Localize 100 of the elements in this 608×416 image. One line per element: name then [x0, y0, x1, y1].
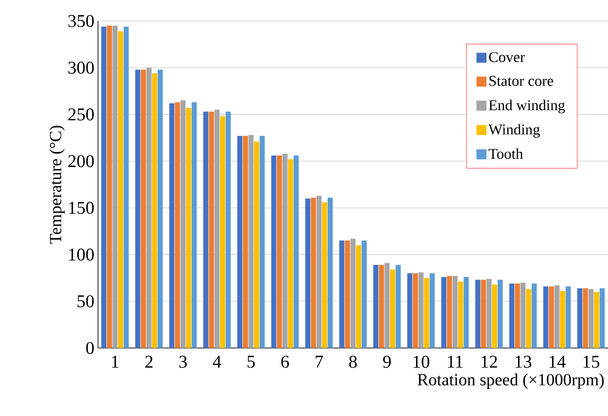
- x-tick-label: 4: [212, 356, 222, 368]
- bar: [220, 116, 226, 348]
- x-tick-label: 7: [316, 356, 323, 368]
- bar: [254, 142, 260, 348]
- bar: [412, 273, 418, 348]
- x-tick-label: 9: [383, 356, 391, 368]
- x-tick-label: 15: [584, 356, 600, 368]
- bar: [237, 136, 242, 348]
- legend-label: End winding: [488, 100, 565, 114]
- y-tick-label: 150: [69, 202, 94, 214]
- bar: [203, 112, 208, 348]
- bar: [548, 286, 554, 348]
- bar: [424, 278, 430, 348]
- y-tick-label: 50: [78, 295, 94, 308]
- bar: [452, 276, 458, 348]
- bar: [248, 134, 254, 348]
- bar: [509, 284, 514, 348]
- bar: [174, 102, 180, 348]
- bar: [322, 202, 328, 348]
- bar: [554, 285, 560, 348]
- y-tick-label: 200: [68, 155, 94, 168]
- bar: [532, 284, 537, 348]
- legend-label: Winding: [488, 124, 540, 138]
- x-tick-label: 2: [145, 356, 152, 368]
- bar: [526, 289, 532, 348]
- bar: [464, 276, 469, 348]
- bar: [124, 26, 129, 348]
- bar: [344, 240, 350, 348]
- x-tick-label: 14: [550, 356, 566, 368]
- bar: [282, 154, 288, 348]
- y-tick-label: 100: [69, 248, 94, 261]
- bar: [242, 136, 248, 348]
- bar: [112, 26, 118, 348]
- y-tick-label: 350: [68, 14, 94, 28]
- bar: [305, 198, 310, 348]
- bar: [514, 284, 520, 348]
- bar: [543, 286, 548, 348]
- bar: [106, 26, 112, 348]
- bar: [384, 262, 390, 348]
- bar: [186, 108, 192, 348]
- bar: [407, 273, 412, 348]
- x-tick-label: 12: [482, 356, 497, 368]
- bar: [276, 156, 282, 348]
- x-tick-label: 11: [448, 356, 463, 368]
- bar: [158, 70, 163, 348]
- bar: [140, 70, 146, 348]
- y-tick-label: 250: [68, 108, 94, 120]
- x-tick-label: 5: [248, 356, 255, 368]
- x-tick-label: 10: [414, 356, 430, 368]
- bar: [600, 288, 605, 348]
- bar: [458, 282, 464, 348]
- x-tick-label: 13: [516, 356, 532, 368]
- bar: [560, 291, 566, 348]
- bar: [577, 288, 582, 348]
- bar: [169, 103, 174, 348]
- bar: [260, 136, 265, 348]
- bar: [328, 198, 333, 348]
- bar: [226, 112, 231, 348]
- bar: [356, 245, 362, 348]
- bar: [373, 264, 378, 348]
- bar: [582, 288, 588, 348]
- bar: [520, 282, 526, 348]
- bar: [390, 270, 396, 348]
- bar: [135, 70, 140, 348]
- x-tick-label: 6: [281, 356, 289, 368]
- y-axis-title: Temperature (°C): [49, 126, 65, 244]
- x-tick-label: 3: [179, 356, 187, 368]
- bar: [378, 264, 384, 348]
- bar: [588, 289, 594, 348]
- bar: [180, 100, 186, 348]
- bar: [208, 112, 214, 348]
- bar: [475, 280, 480, 348]
- bar: [101, 26, 106, 348]
- bar: [316, 196, 322, 348]
- y-tick-label: 0: [86, 342, 94, 354]
- bar: [566, 286, 571, 348]
- bar: [118, 31, 124, 348]
- legend-label: Tooth: [488, 148, 523, 159]
- bar: [480, 280, 486, 348]
- x-tick-label: 1: [112, 356, 118, 368]
- bar: [492, 284, 498, 348]
- bar: [498, 280, 503, 348]
- bar: [271, 156, 276, 348]
- x-tick-label: 8: [349, 356, 357, 368]
- legend-label: Stator core: [489, 76, 554, 86]
- bar: [486, 278, 492, 348]
- bar: [362, 240, 367, 348]
- bar: [310, 198, 316, 348]
- legend-label: Cover: [489, 52, 525, 62]
- bar: [446, 276, 452, 348]
- bar: [350, 238, 356, 348]
- bar: [146, 68, 152, 348]
- bar: [430, 273, 435, 348]
- bar: [288, 159, 294, 348]
- bar: [214, 110, 220, 348]
- bar: [339, 240, 344, 348]
- bar: [418, 272, 424, 348]
- bar: [396, 264, 401, 348]
- bar: [192, 102, 197, 348]
- bar: [594, 292, 600, 348]
